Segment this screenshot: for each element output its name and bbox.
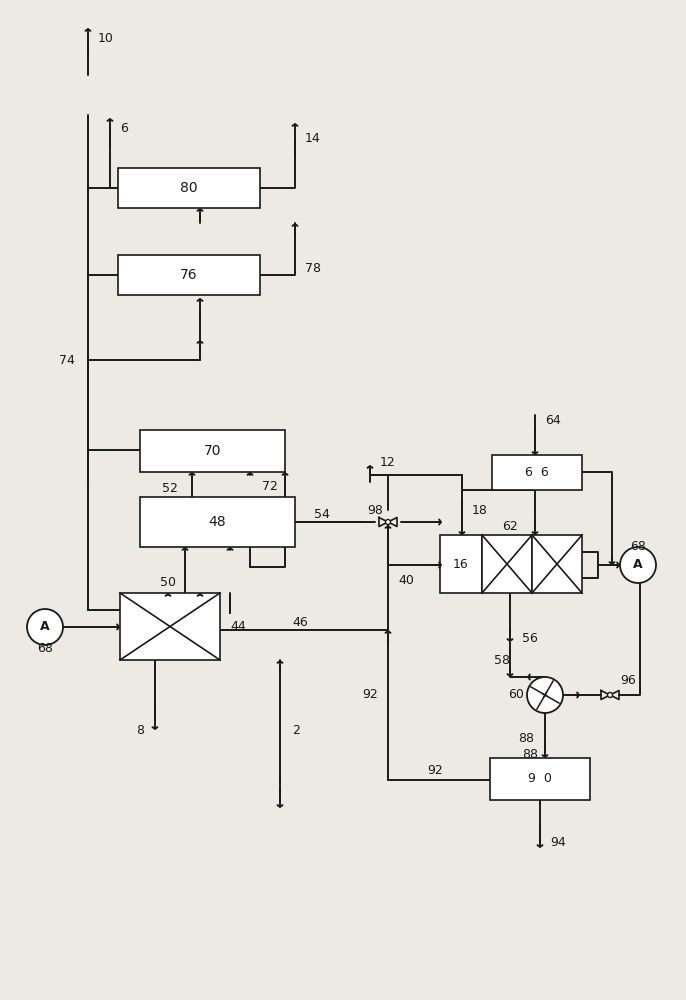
Circle shape: [608, 692, 613, 698]
Text: 14: 14: [305, 131, 321, 144]
Text: 46: 46: [292, 615, 308, 629]
Text: 60: 60: [508, 688, 524, 702]
Text: 8: 8: [136, 724, 144, 736]
Bar: [140, 430, 285, 472]
Text: 56: 56: [522, 632, 538, 645]
Bar: [118, 255, 260, 295]
Text: 2: 2: [292, 724, 300, 736]
Text: 12: 12: [380, 456, 396, 468]
Text: 78: 78: [305, 261, 321, 274]
Text: 48: 48: [209, 515, 226, 529]
Text: A: A: [633, 558, 643, 572]
Text: 58: 58: [494, 654, 510, 666]
Circle shape: [620, 547, 656, 583]
Bar: [532, 535, 582, 593]
Bar: [490, 758, 590, 800]
Text: 70: 70: [204, 444, 222, 458]
Circle shape: [386, 520, 390, 524]
Text: 50: 50: [160, 576, 176, 588]
Text: 54: 54: [314, 508, 330, 520]
Bar: [440, 535, 482, 593]
Text: 74: 74: [59, 354, 75, 366]
Text: 98: 98: [367, 504, 383, 516]
Text: 92: 92: [427, 764, 443, 776]
Text: 44: 44: [230, 620, 246, 634]
Text: 88: 88: [522, 748, 538, 762]
Bar: [120, 593, 220, 660]
Text: 18: 18: [472, 504, 488, 516]
Text: 40: 40: [398, 574, 414, 586]
Text: 64: 64: [545, 414, 560, 426]
Text: 62: 62: [502, 520, 518, 532]
Text: 9  0: 9 0: [528, 772, 552, 786]
Text: 16: 16: [453, 558, 469, 570]
Text: 72: 72: [262, 480, 278, 492]
Text: A: A: [40, 620, 50, 634]
Text: 10: 10: [98, 31, 114, 44]
Text: 94: 94: [550, 836, 566, 850]
Text: 6  6: 6 6: [525, 466, 549, 479]
Text: 68: 68: [37, 642, 53, 654]
Text: 88: 88: [518, 732, 534, 744]
Bar: [482, 535, 532, 593]
Text: 6: 6: [120, 121, 128, 134]
Bar: [492, 455, 582, 490]
Text: 52: 52: [162, 482, 178, 494]
Circle shape: [27, 609, 63, 645]
Text: 76: 76: [180, 268, 198, 282]
Bar: [118, 168, 260, 208]
Text: 96: 96: [620, 674, 636, 686]
Text: 92: 92: [362, 688, 378, 702]
Circle shape: [527, 677, 563, 713]
Text: 80: 80: [180, 181, 198, 195]
Text: 68: 68: [630, 540, 646, 552]
Bar: [140, 497, 295, 547]
